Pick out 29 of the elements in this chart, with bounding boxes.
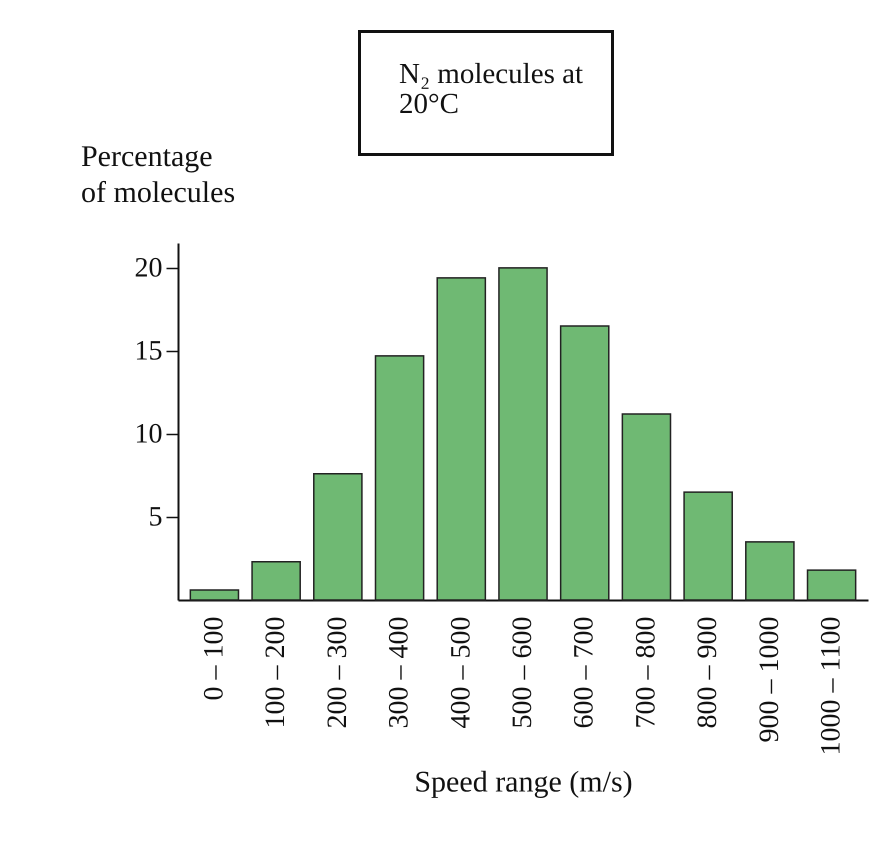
bar <box>313 473 363 601</box>
bar <box>374 355 424 601</box>
y-tick-label: 20 <box>134 252 162 284</box>
bar <box>622 413 672 601</box>
bar <box>436 277 486 601</box>
bar <box>745 541 795 601</box>
x-tick-label: 500 – 600 <box>507 616 538 728</box>
bar <box>560 325 610 601</box>
y-tick-label: 5 <box>148 501 162 532</box>
x-tick-label: 800 – 900 <box>692 616 724 728</box>
bar <box>806 569 856 601</box>
y-tick-label: 10 <box>134 418 162 450</box>
x-tick-label: 900 – 1000 <box>754 616 785 742</box>
y-axis-title: Percentage of molecules <box>81 140 236 209</box>
x-tick-label: 600 – 700 <box>568 616 600 728</box>
bar <box>190 589 240 601</box>
x-tick-label: 700 – 800 <box>630 616 662 728</box>
x-tick-label: 1000 – 1100 <box>816 616 847 756</box>
bar <box>498 267 548 601</box>
bar <box>251 561 301 601</box>
x-tick-label: 400 – 500 <box>445 616 476 728</box>
x-tick-label: 300 – 400 <box>384 616 415 728</box>
x-tick-label: 100 – 200 <box>260 616 292 728</box>
x-tick-label: 0 – 100 <box>198 616 230 700</box>
y-tick-label: 15 <box>134 335 162 366</box>
bar <box>683 491 733 601</box>
x-tick-label: 200 – 300 <box>322 616 353 728</box>
x-axis-title: Speed range (m/s) <box>414 765 633 798</box>
text: N₂ molecules at 20°C <box>358 30 614 156</box>
